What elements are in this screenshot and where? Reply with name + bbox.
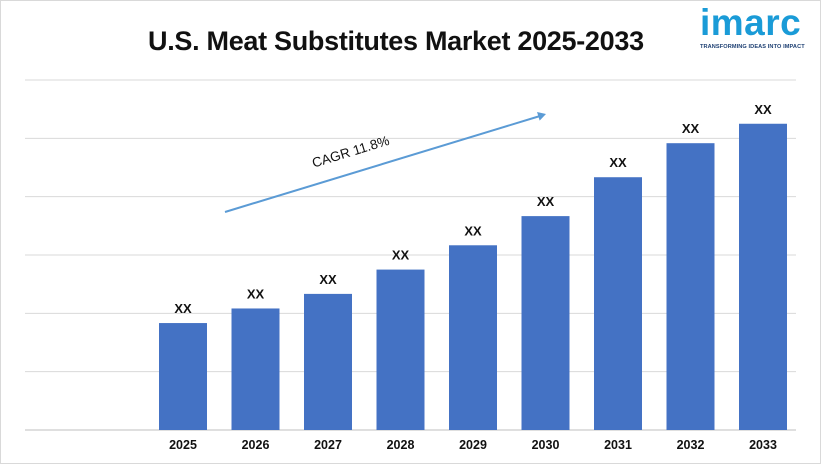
logo-tagline: TRANSFORMING IDEAS INTO IMPACT — [700, 44, 805, 50]
logo-wordmark: imarc — [700, 2, 802, 43]
bar-2033 — [739, 123, 787, 430]
x-tick-labels: 2025 2026 2027 2028 2029 2030 2031 2032 2033 — [169, 438, 777, 452]
data-label: XX — [319, 272, 337, 287]
bar-2025 — [159, 323, 207, 430]
data-label: XX — [609, 155, 627, 170]
bar-2030 — [521, 216, 570, 430]
data-label: XX — [537, 194, 555, 209]
data-label: XX — [174, 301, 192, 316]
data-label: XX — [392, 248, 410, 263]
data-label: XX — [754, 102, 772, 117]
data-label: XX — [247, 286, 265, 301]
x-tick-label: 2031 — [604, 438, 632, 452]
bar-2026 — [231, 308, 280, 430]
chart-title: U.S. Meat Substitutes Market 2025-2033 — [148, 26, 644, 56]
imarc-logo: imarc TRANSFORMING IDEAS INTO IMPACT — [700, 2, 812, 56]
data-label: XX — [682, 121, 700, 136]
x-tick-label: 2026 — [242, 438, 270, 452]
data-label: XX — [464, 223, 482, 238]
bar-2032 — [666, 143, 715, 430]
cagr-arrowhead — [537, 112, 546, 121]
x-tick-label: 2027 — [314, 438, 342, 452]
x-tick-label: 2032 — [677, 438, 705, 452]
bar-2028 — [376, 269, 425, 430]
cagr-arrow — [224, 115, 541, 213]
x-tick-label: 2028 — [387, 438, 415, 452]
bar-2027 — [304, 293, 352, 430]
data-labels: XX XX XX XX XX XX XX XX XX — [174, 102, 772, 316]
bar-2031 — [594, 177, 642, 430]
x-tick-label: 2033 — [749, 438, 777, 452]
bar-2029 — [449, 245, 497, 430]
x-tick-label: 2029 — [459, 438, 487, 452]
x-tick-label: 2030 — [532, 438, 560, 452]
bars — [159, 123, 787, 430]
x-tick-label: 2025 — [169, 438, 197, 452]
